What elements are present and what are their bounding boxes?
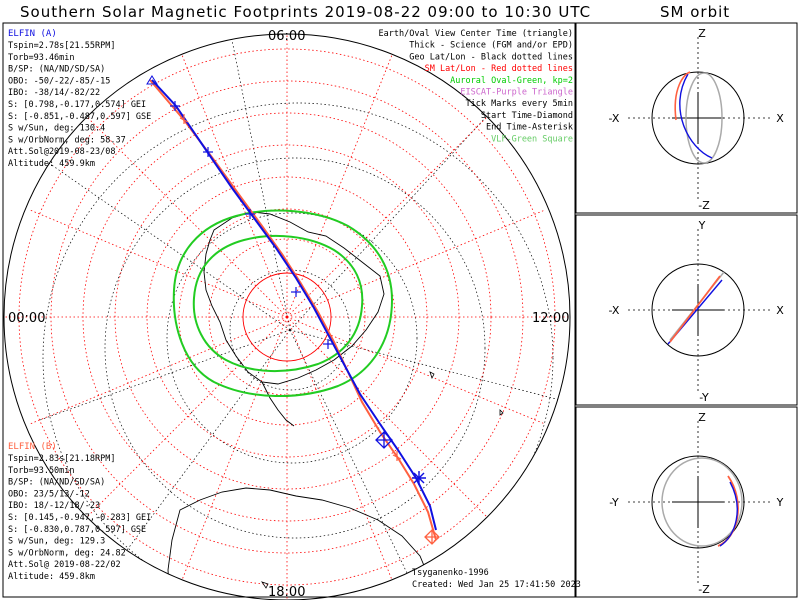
figure-title: Southern Solar Magnetic Footprints 2019-… — [20, 3, 591, 21]
island — [499, 409, 504, 416]
info-line: IBO: 18/-12/18/-23 — [8, 501, 100, 511]
orbit-panel-1: Z -Z -X X — [575, 22, 798, 214]
orbit-path-elfin-a — [719, 481, 738, 547]
polar-plot — [4, 34, 570, 600]
info-line: Tspin=2.78s[21.55RPM] — [8, 41, 115, 51]
info-line: S w/OrbNorm, deg: 24.82 — [8, 548, 126, 558]
elfin-a-info: ELFIN (A) Tspin=2.78s[21.55RPM] Torb=93.4… — [8, 29, 151, 169]
polar-boundary — [3, 33, 571, 600]
legend: Earth/Oval View Center Time (triangle) Th… — [379, 29, 573, 144]
legend-entry: Start Time-Diamond — [481, 111, 573, 121]
elfin-a-track — [151, 79, 437, 531]
orbit-axis-label: -X — [609, 112, 620, 125]
orbit-axis-label: X — [776, 112, 784, 125]
orbit-axis-label: -Z — [698, 583, 710, 596]
orbit-panel-frame — [575, 22, 798, 214]
elfin-a-end-asterisk — [412, 471, 426, 485]
orbit-axis-label: -X — [609, 304, 620, 317]
island — [261, 581, 269, 589]
info-line: B/SP: (NA/ND/SD/SA) — [8, 65, 105, 75]
info-line: S w/Sun, deg: 130.4 — [8, 124, 105, 134]
antarctic-peninsula — [261, 381, 295, 427]
info-line: IBO: -38/14/-82/22 — [8, 88, 100, 98]
auroral-oval-inner — [192, 234, 364, 372]
island — [429, 371, 435, 380]
info-line: S w/OrbNorm, deg: 58.37 — [8, 135, 126, 145]
legend-entry: Tick Marks every 5min — [466, 99, 573, 109]
info-line: OBO: 23/5/13/-12 — [8, 489, 90, 499]
elfin-a-name: ELFIN (A) — [8, 29, 57, 39]
south-america-coastline — [167, 487, 433, 600]
model-credit: Tsyganenko-1996 — [412, 568, 489, 578]
antarctica-coastline — [203, 211, 385, 385]
orbit-path-gray — [685, 72, 723, 164]
info-line: Torb=93.50min — [8, 466, 75, 476]
orbit-panel-frame — [575, 214, 798, 406]
orbit-panel-2: Y -Y -X X — [575, 214, 798, 406]
orbit-panels: Z -Z -X X Y -Y -X X Z -Z -Y Y — [575, 22, 798, 598]
orbit-panel-3: Z -Z -Y Y — [575, 406, 798, 598]
orbit-panel-frame — [575, 406, 798, 598]
info-line: Altitude: 459.8km — [8, 572, 95, 582]
elfin-b-name: ELFIN (B) — [8, 442, 57, 452]
time-label-top: 06:00 — [268, 29, 305, 44]
legend-entry: EISCAT-Purple Triangle — [460, 88, 573, 98]
orbit-axis-label: Y — [776, 496, 784, 509]
info-line: B/SP: (NA/ND/SD/SA) — [8, 478, 105, 488]
legend-entry: Thick - Science (FGM and/or EPD) — [409, 41, 573, 51]
legend-entry: End Time-Asterisk — [486, 123, 573, 133]
created-timestamp: Created: Wed Jan 25 17:41:50 2023 — [412, 580, 581, 590]
view-center-triangle — [146, 75, 158, 85]
info-line: S: [-0.851,-0.487,0.597] GSE — [8, 112, 151, 122]
orbit-path-elfin-a — [679, 73, 713, 159]
earth-circle — [651, 71, 745, 165]
orbit-axis-label: -Z — [698, 199, 710, 212]
sm-grid — [4, 34, 570, 600]
legend-entry: VLF-Green Square — [491, 134, 573, 144]
legend-entry: Earth/Oval View Center Time (triangle) — [379, 29, 573, 39]
info-line: Altitude: 459.9km — [8, 159, 95, 169]
orbit-path-elfin-b — [669, 275, 721, 343]
auroral-oval-outer — [172, 209, 394, 397]
legend-entry: Auroral Oval-Green, kp=2 — [450, 76, 573, 86]
elfin-a-ticks — [170, 101, 333, 349]
legend-entry: Geo Lat/Lon - Black dotted lines — [409, 52, 573, 62]
time-label-bottom: 18:00 — [268, 585, 305, 600]
info-line: S: [0.798,-0.177,0.574] GEI — [8, 100, 146, 110]
time-label-right: 12:00 — [532, 311, 569, 326]
elfin-b-ticks — [179, 114, 402, 461]
time-label-left: 00:00 — [8, 311, 45, 326]
sm-pole-circle — [242, 272, 332, 362]
info-line: OBO: -50/-22/-85/-15 — [8, 76, 110, 86]
orbit-axis-label: X — [776, 304, 784, 317]
info-line: Att.Sol@2019-08-23/08 — [8, 147, 115, 157]
info-line: S: [0.145,-0.947,-0.283] GEI — [8, 513, 151, 523]
elfin-a-start-diamond — [375, 431, 393, 449]
elfin-b-track — [149, 79, 437, 541]
orbit-axis-label: Y — [698, 219, 706, 232]
earth-circle — [651, 455, 745, 549]
info-line: S w/Sun, deg: 129.3 — [8, 537, 105, 547]
orbit-axis-label: Z — [698, 411, 706, 424]
orbit-axis-label: -Y — [699, 391, 709, 404]
elfin-b-start-diamond — [424, 529, 440, 545]
polar-panel-frame — [2, 22, 576, 598]
info-line: Tspin=2.83s[21.18RPM] — [8, 454, 115, 464]
info-line: S: [-0.830,0.787,0.597] GSE — [8, 525, 146, 535]
earth-circle — [651, 263, 745, 357]
info-line: Att.Sol@ 2019-08-22/02 — [8, 560, 121, 570]
orbit-path-gray — [661, 457, 743, 547]
orbit-title: SM orbit — [660, 3, 730, 21]
orbit-axis-label: -Y — [609, 496, 619, 509]
elfin-b-info: ELFIN (B) Tspin=2.83s[21.18RPM] Torb=93.5… — [8, 442, 151, 582]
orbit-axis-label: Z — [698, 27, 706, 40]
legend-entry: SM Lat/Lon - Red dotted lines — [425, 64, 573, 74]
info-line: Torb=93.46min — [8, 53, 75, 63]
orbit-path-elfin-b — [674, 71, 691, 121]
